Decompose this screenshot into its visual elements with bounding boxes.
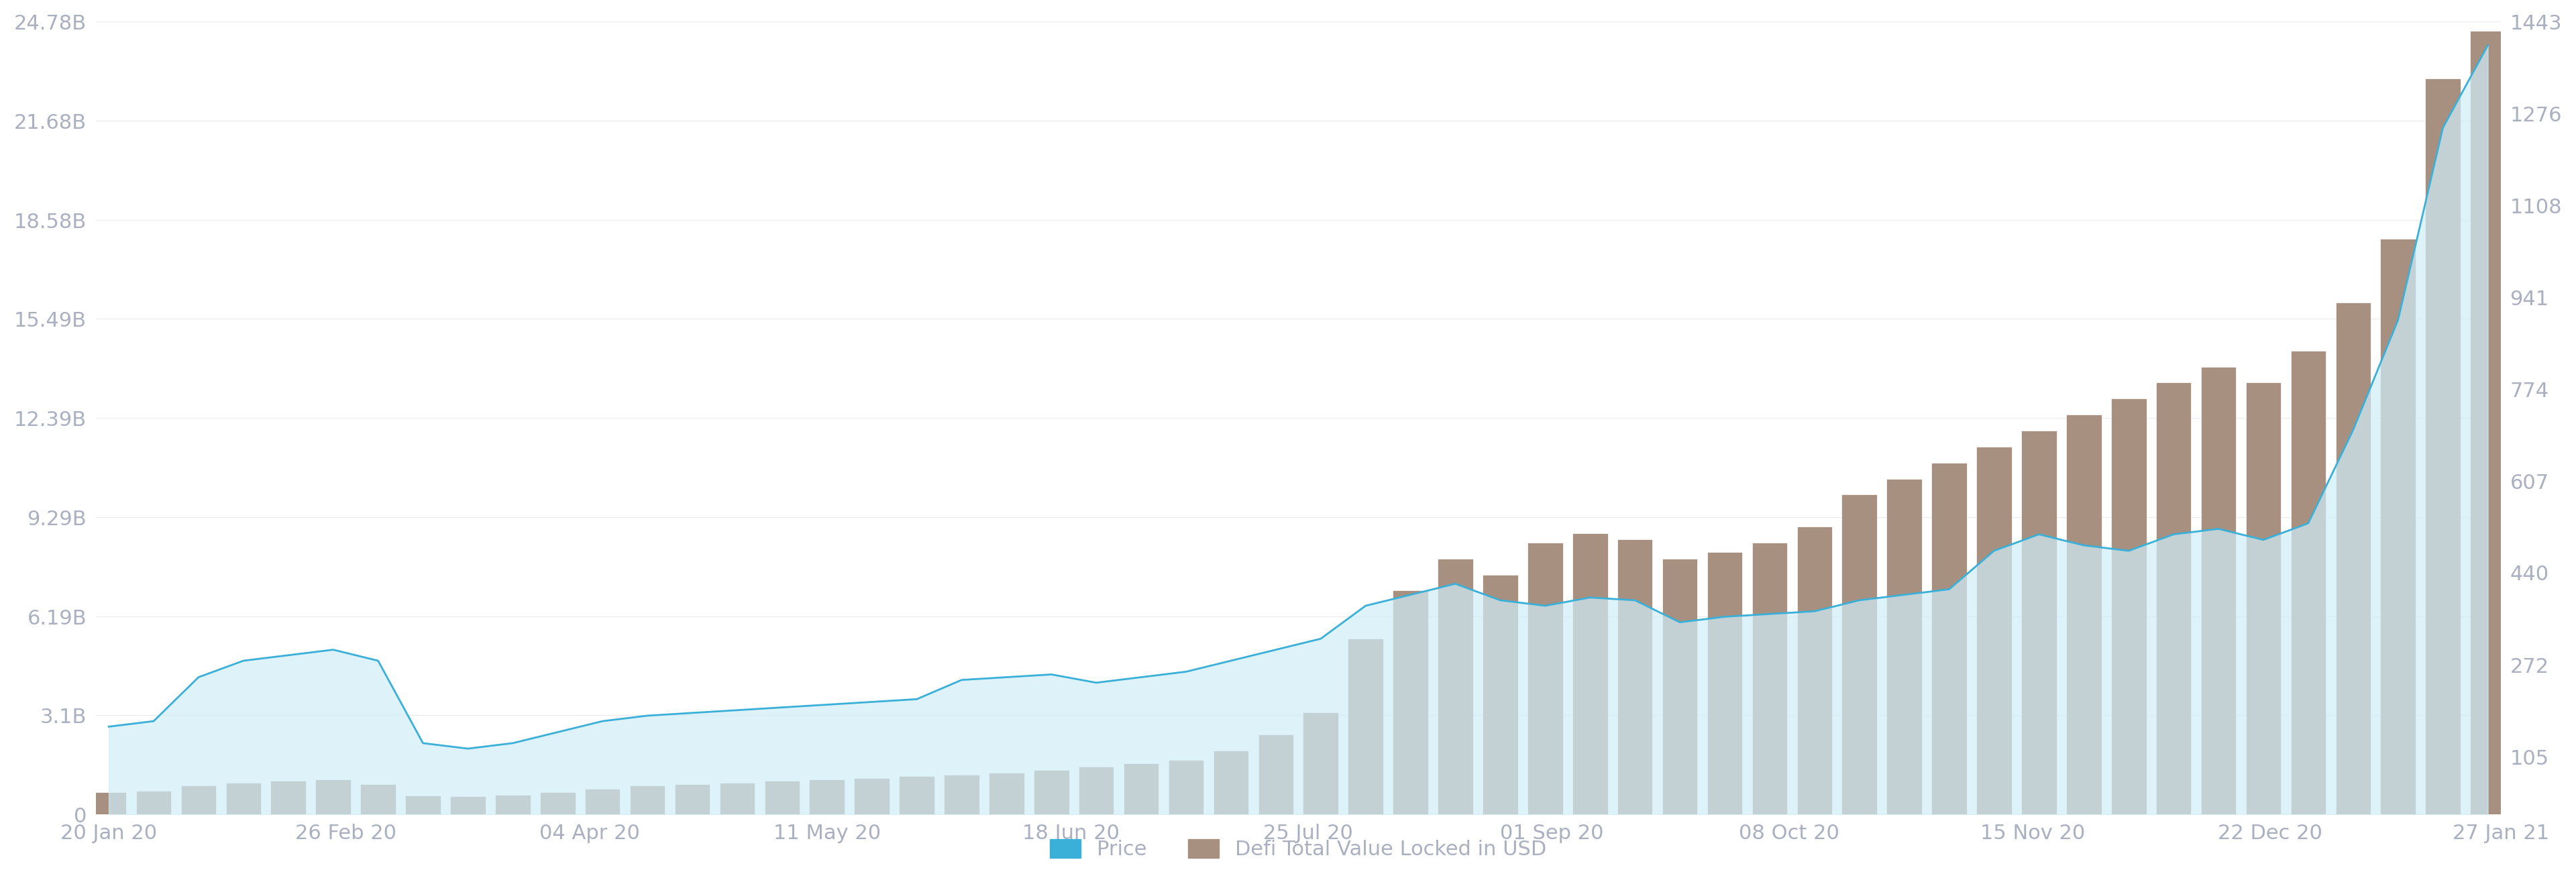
Bar — [1752, 542, 1788, 814]
Bar — [541, 792, 574, 814]
Bar — [2066, 414, 2102, 814]
Bar — [1708, 552, 1741, 814]
Bar — [2290, 351, 2326, 814]
Bar — [2200, 366, 2236, 814]
Bar — [2424, 78, 2460, 814]
Bar — [1528, 542, 1564, 814]
Bar — [180, 786, 216, 814]
Bar — [2380, 239, 2416, 814]
Bar — [1976, 446, 2012, 814]
Bar — [1257, 734, 1293, 814]
Bar — [270, 781, 307, 814]
Bar — [1394, 590, 1427, 814]
Bar — [719, 782, 755, 814]
Bar — [675, 784, 711, 814]
Bar — [1213, 751, 1249, 814]
Bar — [2112, 399, 2146, 814]
Bar — [1033, 770, 1069, 814]
Bar — [2022, 431, 2056, 814]
Bar — [1886, 479, 1922, 814]
Bar — [1437, 559, 1473, 814]
Bar — [1618, 540, 1654, 814]
Bar — [137, 791, 170, 814]
Bar — [1798, 527, 1832, 814]
Bar — [495, 794, 531, 814]
Bar — [899, 776, 935, 814]
Bar — [227, 782, 260, 814]
Bar — [90, 792, 126, 814]
Bar — [1842, 494, 1878, 814]
Bar — [943, 774, 979, 814]
Bar — [585, 789, 621, 814]
Bar — [855, 778, 889, 814]
Bar — [1932, 463, 1968, 814]
Bar — [1123, 763, 1159, 814]
Bar — [1079, 766, 1113, 814]
Bar — [1170, 760, 1203, 814]
Legend: Price, Defi Total Value Locked in USD: Price, Defi Total Value Locked in USD — [1041, 831, 1556, 868]
Bar — [989, 773, 1025, 814]
Bar — [1662, 559, 1698, 814]
Bar — [2470, 31, 2506, 814]
Bar — [629, 786, 665, 814]
Bar — [314, 780, 350, 814]
Bar — [1347, 638, 1383, 814]
Bar — [809, 780, 845, 814]
Bar — [2156, 383, 2192, 814]
Bar — [2246, 383, 2280, 814]
Bar — [1571, 533, 1607, 814]
Bar — [1484, 575, 1517, 814]
Bar — [2336, 303, 2370, 814]
Bar — [361, 784, 397, 814]
Bar — [404, 795, 440, 814]
Bar — [1303, 712, 1340, 814]
Bar — [765, 781, 799, 814]
Bar — [451, 796, 484, 814]
